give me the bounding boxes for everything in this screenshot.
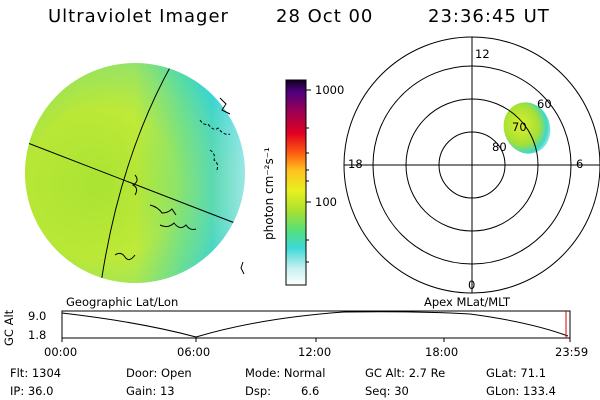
timeline-y-min: 1.8 (28, 328, 47, 342)
info-ip: IP: 36.0 (10, 384, 54, 398)
info-seq: Seq: 30 (365, 384, 409, 398)
info-gc-alt: GC Alt: 2.7 Re (365, 366, 446, 380)
geographic-grid-lines (25, 63, 241, 283)
info-flight: Flt: 1304 (10, 366, 62, 380)
timeline-x-1800: 18:00 (425, 345, 459, 359)
date-label: 28 Oct 00 (276, 6, 374, 27)
mlt-label-6: 6 (576, 157, 584, 171)
colorbar-tick-1000: 1000 (315, 83, 345, 97)
mlt-label-18: 18 (348, 157, 363, 171)
info-gain: Gain: 13 (126, 384, 175, 398)
mlt-label-12: 12 (475, 47, 490, 61)
right-panel-caption: Apex MLat/MLT (424, 295, 511, 309)
timeline-x-2359: 23:59 (555, 345, 589, 359)
left-panel-caption: Geographic Lat/Lon (66, 295, 179, 309)
mlat-label-80: 80 (492, 140, 507, 154)
info-dsp-label: Dsp: (245, 384, 272, 398)
time-label: 23:36:45 UT (428, 6, 550, 27)
timeline-y-max: 9.0 (28, 309, 47, 323)
timeline-x-0000: 00:00 (44, 345, 78, 359)
timeline-x-1200: 12:00 (298, 345, 332, 359)
colorbar-label: photon cm⁻²s⁻¹ (262, 147, 276, 240)
colorbar-tick-100: 100 (315, 195, 337, 209)
mlat-label-70: 70 (512, 120, 527, 134)
instrument-title: Ultraviolet Imager (48, 6, 229, 27)
info-glat: GLat: 71.1 (486, 366, 547, 380)
polar-plot (343, 36, 600, 294)
timeline-ylabel: GC Alt (2, 309, 16, 346)
mlat-label-60: 60 (537, 97, 552, 111)
altitude-timeline (61, 310, 571, 342)
earth-image (25, 63, 245, 283)
timeline-x-0600: 06:00 (177, 345, 211, 359)
intensity-colorbar (285, 79, 311, 286)
info-door: Door: Open (126, 366, 192, 380)
mlt-label-0: 0 (468, 278, 476, 292)
info-dsp-value: 6.6 (301, 384, 320, 398)
info-mode: Mode: Normal (245, 366, 326, 380)
info-glon: GLon: 133.4 (486, 384, 556, 398)
